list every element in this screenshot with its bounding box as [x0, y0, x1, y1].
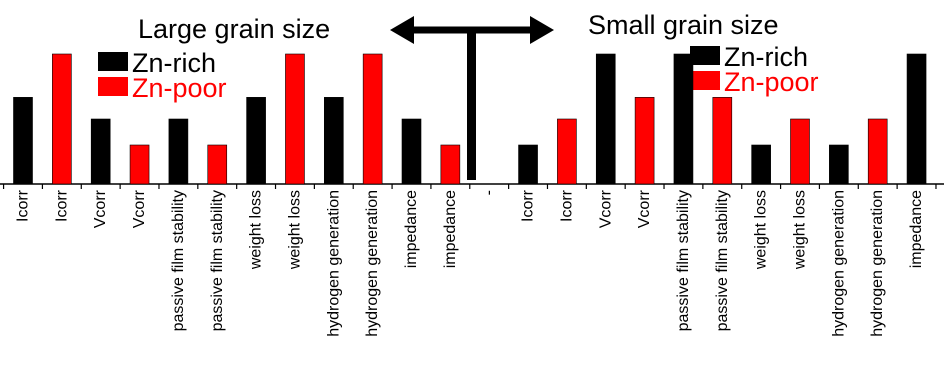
bar-left-1: [13, 97, 33, 185]
bar-left-10: [362, 53, 383, 185]
bar-right-11: [906, 53, 927, 185]
tick-label-left-11: impedance: [403, 190, 420, 268]
legend-swatch-zn-rich: [690, 46, 720, 65]
legend-label-zn-poor: Zn-poor: [724, 67, 819, 97]
bar-left-9: [323, 97, 344, 185]
legend-swatch-zn-poor: [690, 71, 720, 90]
bar-left-4: [129, 144, 150, 185]
tick-label-left-3: Vcorr: [92, 189, 109, 228]
tick-label-right-1: Icorr: [520, 189, 537, 222]
tick-label-right-11: impedance: [908, 190, 925, 268]
tick-label-right-6: passive film stability: [714, 190, 731, 331]
bar-left-5: [168, 118, 189, 185]
tick-label-right-7: weight loss: [753, 190, 770, 270]
tick-label-left-9: hydrogen generation: [325, 190, 342, 337]
bar-right-8: [790, 118, 810, 185]
bar-right-5: [673, 53, 694, 185]
tick-label-left-1: Icorr: [15, 189, 32, 222]
bar-right-4: [634, 97, 655, 185]
separator-label: -: [481, 190, 498, 195]
tick-label-right-3: Vcorr: [597, 189, 614, 228]
bar-right-2: [557, 118, 577, 185]
bar-left-11: [401, 118, 422, 185]
tick-label-right-10: hydrogen generation: [869, 190, 886, 337]
tick-label-right-2: Icorr: [558, 189, 575, 222]
legend-swatch-zn-rich: [98, 52, 128, 71]
legend-label-zn-rich: Zn-rich: [132, 48, 216, 78]
bar-right-1: [518, 144, 538, 185]
x-tick-labels: Icorr Icorr Vcorr Vcorr passive film stabili…: [15, 189, 926, 337]
heading-large-grain: Large grain size: [138, 14, 330, 44]
bar-left-7: [246, 97, 266, 185]
bar-left-2: [52, 53, 72, 185]
bar-left-8: [285, 53, 305, 185]
legend-label-zn-poor: Zn-poor: [132, 73, 227, 103]
tick-label-left-6: passive film stability: [209, 190, 226, 331]
bar-right-6: [712, 97, 733, 185]
tick-label-right-5: passive film stability: [675, 190, 692, 331]
bar-right-7: [751, 144, 771, 185]
tick-label-right-4: Vcorr: [636, 189, 653, 228]
heading-small-grain: Small grain size: [588, 10, 779, 40]
double-arrow-icon: [390, 16, 554, 180]
tick-label-left-12: impedance: [442, 190, 459, 268]
tick-label-left-5: passive film stability: [170, 190, 187, 331]
tick-label-left-10: hydrogen generation: [364, 190, 381, 337]
tick-label-right-8: weight loss: [792, 190, 809, 270]
bar-left-12: [440, 144, 461, 185]
bar-right-3: [595, 53, 616, 185]
bar-left-3: [90, 118, 111, 185]
bar-right-9: [829, 144, 849, 185]
bar-left-6: [207, 144, 228, 185]
x-ticks: [2, 184, 937, 189]
bars: [13, 53, 927, 185]
bar-right-10: [867, 118, 888, 185]
legend-label-zn-rich: Zn-rich: [724, 42, 808, 72]
tick-label-right-9: hydrogen generation: [830, 190, 847, 337]
tick-label-left-4: Vcorr: [131, 189, 148, 228]
tick-label-left-8: weight loss: [286, 190, 303, 270]
tick-label-left-2: Icorr: [53, 189, 70, 222]
legend-swatch-zn-poor: [98, 77, 128, 96]
tick-label-left-7: weight loss: [248, 190, 265, 270]
